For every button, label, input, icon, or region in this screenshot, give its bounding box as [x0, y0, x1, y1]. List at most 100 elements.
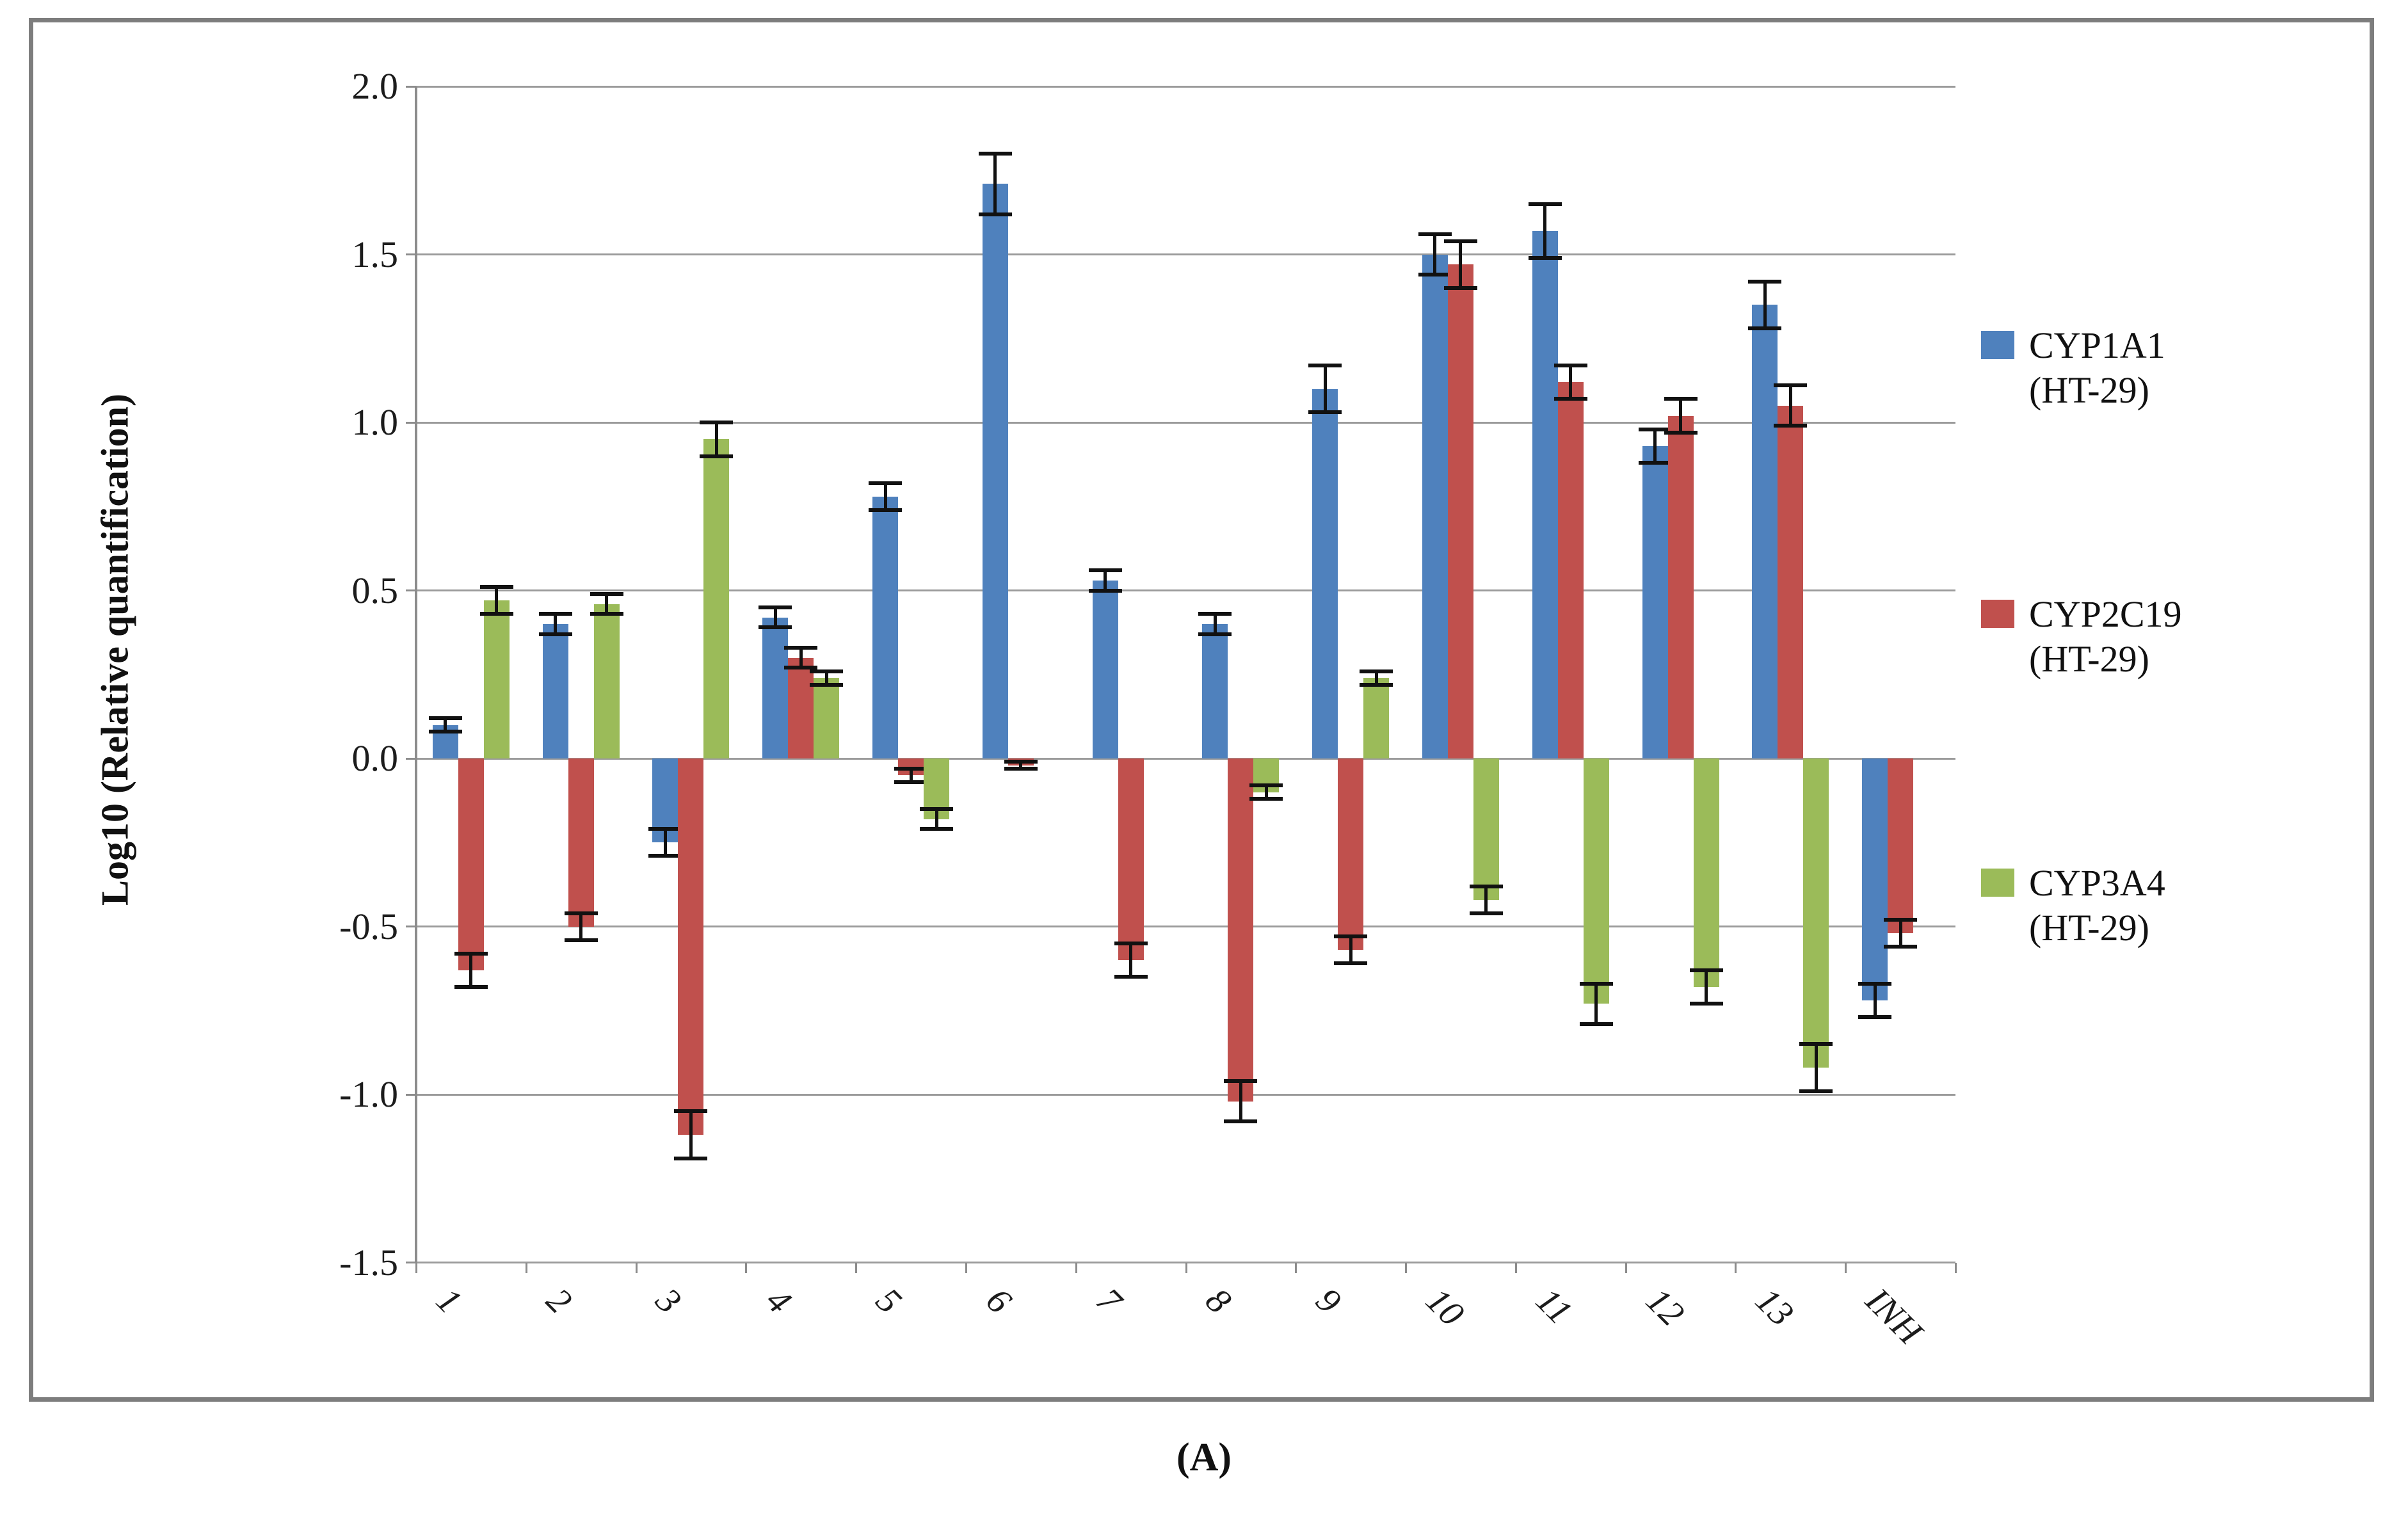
error-bar-line	[1653, 429, 1657, 463]
error-bar-cap	[538, 612, 572, 616]
bar-CYP2C19-9	[1338, 758, 1364, 950]
y-tick-label: 2.0	[351, 65, 399, 107]
error-bar-cap	[428, 716, 462, 720]
error-bar-cap	[1114, 941, 1148, 945]
bar-CYP1A1-13	[1752, 305, 1778, 758]
error-bar-cap	[1308, 363, 1342, 367]
error-bar-cap	[674, 1156, 708, 1160]
x-axis-tick	[1625, 1262, 1627, 1273]
bar-CYP3A4-12	[1693, 758, 1719, 987]
x-axis-tick	[1955, 1262, 1957, 1273]
error-bar-line	[1264, 785, 1268, 799]
y-tick-label: -0.5	[339, 905, 398, 947]
error-bar-line	[1898, 920, 1902, 947]
bar-CYP2C19-11	[1557, 382, 1584, 758]
error-bar-line	[935, 808, 938, 830]
bar-CYP2C19-7	[1118, 758, 1144, 960]
error-bar-cap	[1884, 945, 1918, 949]
y-tick-label: -1.5	[339, 1241, 398, 1283]
bar-CYP1A1-7	[1092, 580, 1118, 758]
error-bar-cap	[1334, 961, 1368, 966]
error-bar-cap	[894, 766, 928, 771]
bar-CYP1A1-9	[1312, 389, 1338, 758]
error-bar-cap	[1198, 612, 1232, 616]
error-bar-cap	[1799, 1089, 1833, 1093]
error-bar-line	[1594, 983, 1598, 1024]
error-bar-cap	[648, 827, 682, 831]
error-bar-line	[773, 607, 777, 628]
error-bar-cap	[1579, 981, 1613, 986]
y-axis-tick	[406, 1093, 416, 1096]
error-bar-line	[883, 483, 887, 510]
error-bar-line	[1543, 204, 1547, 258]
error-bar-cap	[1748, 279, 1782, 284]
y-tick-label: -1.0	[339, 1073, 398, 1115]
error-bar-cap	[978, 212, 1012, 216]
legend-label: CYP1A1 (HT-29)	[2029, 325, 2165, 411]
error-bar-line	[554, 614, 558, 634]
error-bar-line	[799, 647, 803, 668]
error-bar-cap	[454, 951, 488, 956]
legend-item: CYP1A1 (HT-29)	[1981, 323, 2378, 426]
error-bar-cap	[700, 454, 734, 458]
y-axis-tick	[406, 1262, 416, 1263]
legend-label: CYP2C19 (HT-29)	[2029, 593, 2182, 680]
error-bar-cap	[810, 682, 844, 687]
error-bar-line	[1788, 385, 1792, 426]
error-bar-cap	[1360, 669, 1393, 673]
error-bar-line	[1374, 671, 1378, 685]
x-axis-tick	[525, 1262, 527, 1273]
error-bar-cap	[810, 669, 844, 673]
gridline	[416, 757, 1955, 760]
error-bar-line	[689, 1111, 693, 1158]
y-axis-tick	[406, 421, 416, 424]
legend-swatch-icon	[1981, 600, 2014, 628]
bar-CYP3A4-3	[703, 439, 730, 758]
error-bar-cap	[1689, 968, 1723, 972]
error-bar-line	[1213, 614, 1217, 634]
y-tick-label: 0.0	[351, 737, 399, 779]
error-bar-cap	[1114, 975, 1148, 979]
error-bar-cap	[1579, 1022, 1613, 1026]
error-bar-cap	[1748, 326, 1782, 330]
figure-caption: (A)	[1176, 1436, 1232, 1479]
error-bar-cap	[538, 632, 572, 636]
error-bar-line	[1569, 365, 1573, 399]
x-axis-tick	[965, 1262, 967, 1273]
bar-CYP1A1-10	[1422, 254, 1448, 758]
error-bar-line	[1814, 1044, 1818, 1091]
bar-CYP1A1-6	[982, 184, 1008, 758]
bar-CYP3A4-11	[1583, 758, 1609, 1004]
bar-CYP1A1-4	[762, 617, 789, 758]
error-bar-cap	[1418, 273, 1452, 277]
y-axis-line	[415, 86, 417, 1263]
error-bar-cap	[1774, 424, 1808, 428]
error-bar-cap	[759, 605, 792, 609]
bar-CYP3A4-2	[593, 604, 620, 758]
x-axis-tick	[1845, 1262, 1847, 1273]
y-axis-title: Log10 (Relative quantification)	[93, 394, 136, 906]
error-bar-line	[1323, 365, 1327, 413]
error-bar-cap	[1664, 430, 1698, 435]
error-bar-line	[714, 422, 718, 456]
error-bar-cap	[1224, 1079, 1258, 1083]
error-bar-cap	[1469, 911, 1503, 915]
error-bar-cap	[1004, 760, 1038, 764]
error-bar-cap	[1638, 427, 1672, 431]
bar-CYP1A1-5	[872, 496, 899, 758]
gridline	[416, 253, 1955, 255]
error-bar-cap	[700, 421, 734, 424]
y-axis-tick	[406, 757, 416, 760]
error-bar-cap	[1334, 934, 1368, 939]
error-bar-line	[909, 768, 913, 782]
error-bar-cap	[590, 612, 623, 616]
bar-CYP2C19-8	[1228, 758, 1254, 1102]
bar-CYP2C19-4	[788, 657, 814, 758]
error-bar-cap	[1689, 1002, 1723, 1006]
error-bar-cap	[1774, 383, 1808, 388]
bar-CYP2C19-3	[678, 758, 704, 1135]
error-bar-line	[1433, 234, 1437, 275]
error-bar-cap	[1884, 918, 1918, 922]
bar-CYP1A1-12	[1642, 445, 1668, 758]
